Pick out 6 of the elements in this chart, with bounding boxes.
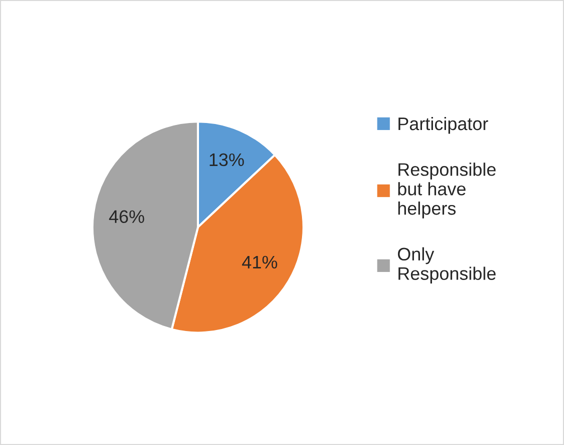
legend-label: Participator [398, 116, 488, 134]
legend-label: Responsible but have helpers [398, 162, 496, 218]
legend-label: Only Responsible [398, 247, 496, 284]
data-label: 41% [242, 256, 278, 268]
data-label: 46% [109, 210, 144, 224]
data-label: 13% [210, 153, 244, 166]
